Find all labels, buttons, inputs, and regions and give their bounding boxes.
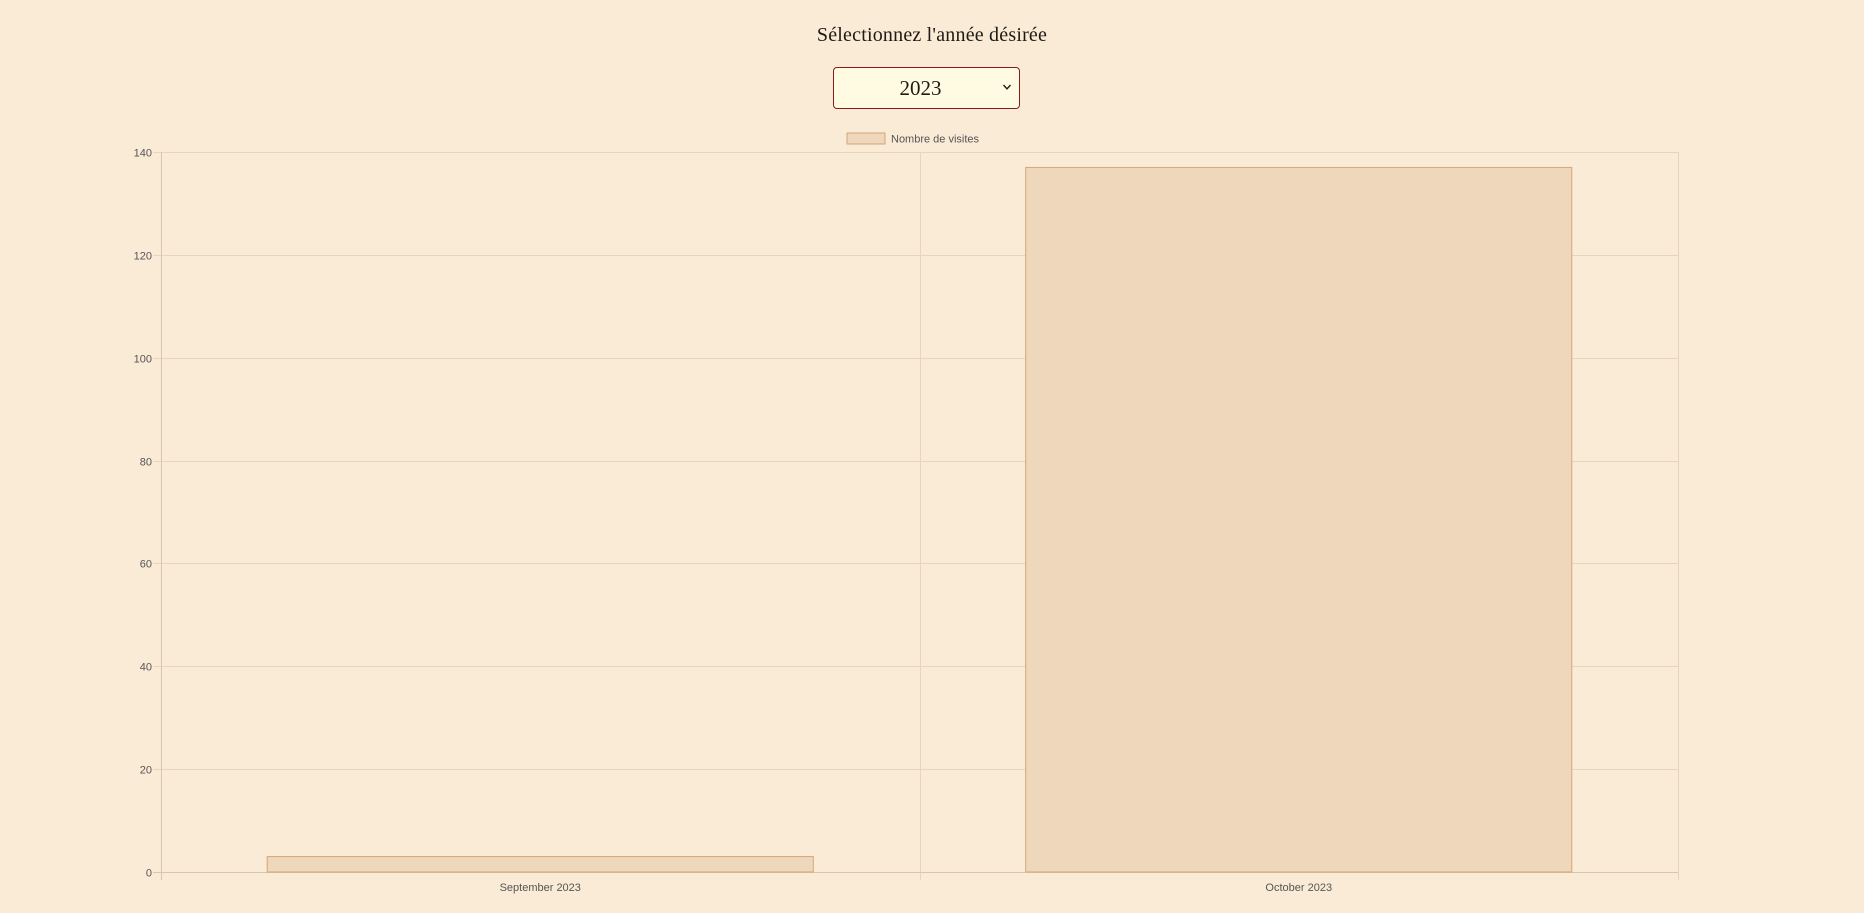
bar bbox=[1025, 166, 1573, 873]
x-tick-label: October 2023 bbox=[1265, 882, 1332, 894]
y-tick-label: 80 bbox=[140, 457, 152, 469]
page-title: Sélectionnez l'année désirée bbox=[816, 24, 1048, 46]
y-tick-label: 60 bbox=[140, 559, 152, 571]
legend-swatch bbox=[846, 132, 886, 145]
y-tick-label: 0 bbox=[146, 868, 152, 880]
bar bbox=[266, 856, 814, 873]
y-tick-label: 100 bbox=[134, 354, 152, 366]
y-tick-label: 140 bbox=[134, 148, 152, 160]
legend-label: Nombre de visites bbox=[891, 134, 980, 146]
x-tick-label: September 2023 bbox=[500, 882, 581, 894]
year-select[interactable]: 2023 bbox=[833, 67, 1020, 109]
y-tick-label: 40 bbox=[140, 662, 152, 674]
y-tick-label: 120 bbox=[134, 251, 152, 263]
y-tick-label: 20 bbox=[140, 765, 152, 777]
year-select-wrapper: 2023 bbox=[833, 67, 1020, 109]
